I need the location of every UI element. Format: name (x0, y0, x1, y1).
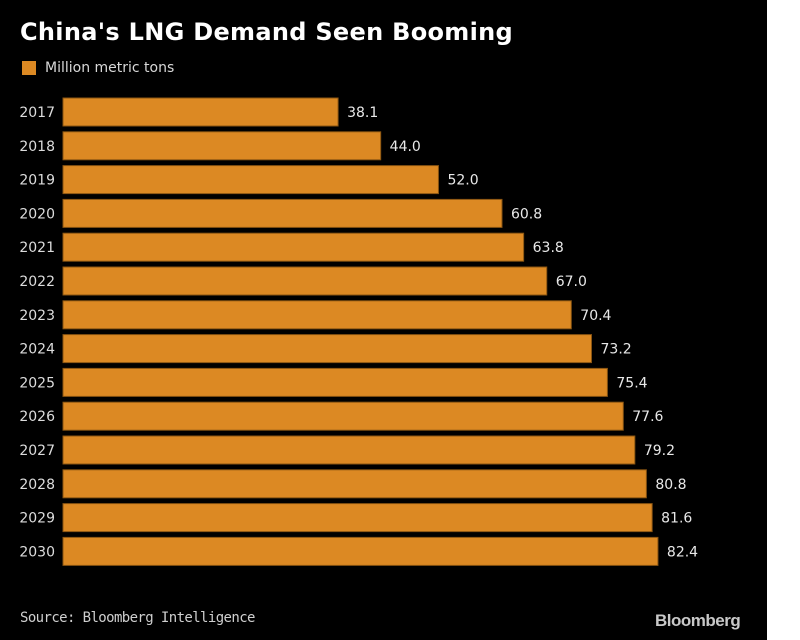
data-label: 75.4 (616, 375, 647, 391)
bar (62, 334, 593, 364)
bar-group-2020: 2020 60.8 (19, 198, 542, 228)
data-label: 70.4 (580, 308, 611, 324)
y-tick-label: 2020 (19, 206, 55, 222)
bar-group-2017: 2017 38.1 (19, 97, 378, 127)
y-tick-label: 2017 (19, 105, 55, 121)
data-label: 77.6 (632, 409, 663, 425)
data-label: 81.6 (661, 511, 692, 527)
bar (62, 232, 525, 262)
bloomberg-logo: Bloomberg (655, 611, 741, 630)
data-label: 52.0 (447, 173, 478, 189)
bar (62, 435, 636, 465)
data-label: 67.0 (556, 274, 587, 290)
bar-group-2023: 2023 70.4 (19, 300, 612, 330)
bar (62, 266, 548, 296)
bar (62, 131, 382, 161)
bar (62, 300, 572, 330)
bar-group-2022: 2022 67.0 (19, 266, 587, 296)
bar-group-2028: 2028 80.8 (19, 469, 687, 499)
y-tick-label: 2023 (19, 308, 55, 324)
data-label: 44.0 (390, 139, 421, 155)
bar-group-2024: 2024 73.2 (19, 334, 632, 364)
data-label: 60.8 (511, 206, 542, 222)
bar-group-2021: 2021 63.8 (19, 232, 564, 262)
bar-group-2027: 2027 79.2 (19, 435, 675, 465)
data-label: 73.2 (601, 342, 632, 358)
data-label: 82.4 (667, 544, 698, 560)
data-label: 79.2 (644, 443, 675, 459)
y-tick-label: 2018 (19, 139, 55, 155)
source-note: Source: Bloomberg Intelligence (20, 610, 255, 626)
bar-group-2025: 2025 75.4 (19, 367, 648, 397)
bar-chart: 2017 38.1 2018 44.0 2019 52.0 2020 60.8 2021 63.8… (19, 97, 698, 566)
legend-swatch (22, 61, 36, 75)
bar (62, 401, 624, 431)
y-tick-label: 2022 (19, 274, 55, 290)
bar (62, 469, 647, 499)
y-tick-label: 2028 (19, 477, 55, 493)
bar (62, 367, 608, 397)
chart-panel: China's LNG Demand Seen Booming Million … (0, 0, 767, 640)
y-tick-label: 2029 (19, 511, 55, 527)
bar (62, 97, 339, 127)
bar (62, 536, 659, 566)
y-tick-label: 2027 (19, 443, 55, 459)
bar (62, 503, 653, 533)
bar (62, 165, 439, 195)
y-tick-label: 2024 (19, 342, 55, 358)
legend-label: Million metric tons (45, 60, 175, 76)
data-label: 38.1 (347, 105, 378, 121)
data-label: 63.8 (533, 240, 564, 256)
y-tick-label: 2021 (19, 240, 55, 256)
y-tick-label: 2019 (19, 173, 55, 189)
y-tick-label: 2025 (19, 375, 55, 391)
y-tick-label: 2030 (19, 544, 55, 560)
bar-group-2019: 2019 52.0 (19, 165, 479, 195)
legend: Million metric tons (22, 60, 174, 76)
bar-group-2030: 2030 82.4 (19, 536, 698, 566)
chart-title: China's LNG Demand Seen Booming (20, 18, 514, 46)
bar (62, 198, 503, 228)
bar-group-2029: 2029 81.6 (19, 503, 692, 533)
bar-group-2018: 2018 44.0 (19, 131, 421, 161)
bar-group-2026: 2026 77.6 (19, 401, 664, 431)
data-label: 80.8 (655, 477, 686, 493)
y-tick-label: 2026 (19, 409, 55, 425)
